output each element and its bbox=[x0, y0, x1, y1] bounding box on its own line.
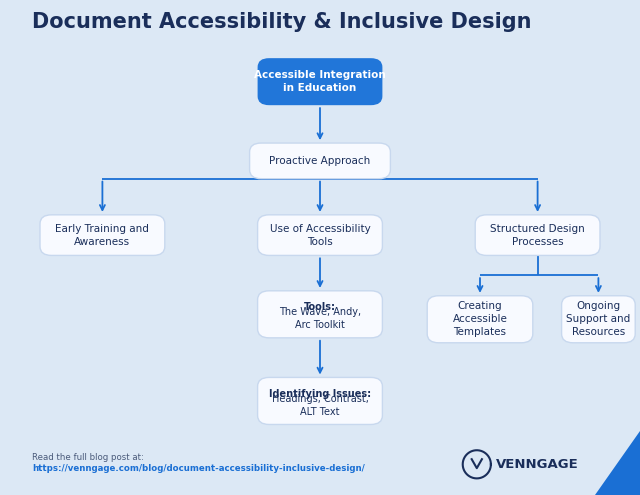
Text: Tools:: Tools: bbox=[304, 302, 336, 312]
Text: Ongoing
Support and
Resources: Ongoing Support and Resources bbox=[566, 301, 630, 338]
FancyBboxPatch shape bbox=[250, 143, 390, 179]
FancyBboxPatch shape bbox=[562, 296, 636, 343]
FancyBboxPatch shape bbox=[257, 377, 383, 424]
FancyBboxPatch shape bbox=[257, 291, 383, 338]
Text: Creating
Accessible
Templates: Creating Accessible Templates bbox=[452, 301, 508, 338]
Text: Identifying Issues:: Identifying Issues: bbox=[269, 389, 371, 399]
FancyBboxPatch shape bbox=[257, 58, 383, 105]
Text: Proactive Approach: Proactive Approach bbox=[269, 156, 371, 166]
Text: Document Accessibility & Inclusive Design: Document Accessibility & Inclusive Desig… bbox=[32, 12, 531, 32]
Text: Headings, Contrast,
ALT Text: Headings, Contrast, ALT Text bbox=[271, 394, 369, 417]
Text: The Wave, Andy,
Arc Toolkit: The Wave, Andy, Arc Toolkit bbox=[279, 307, 361, 330]
Text: Structured Design
Processes: Structured Design Processes bbox=[490, 224, 585, 247]
Text: Accessible Integration
in Education: Accessible Integration in Education bbox=[254, 70, 386, 93]
Polygon shape bbox=[595, 431, 640, 495]
Text: Use of Accessibility
Tools: Use of Accessibility Tools bbox=[269, 224, 371, 247]
Text: Read the full blog post at:: Read the full blog post at: bbox=[32, 453, 144, 462]
FancyBboxPatch shape bbox=[475, 215, 600, 255]
FancyBboxPatch shape bbox=[257, 215, 383, 255]
FancyBboxPatch shape bbox=[40, 215, 165, 255]
Text: https://venngage.com/blog/document-accessibility-inclusive-design/: https://venngage.com/blog/document-acces… bbox=[32, 464, 365, 473]
Text: VENNGAGE: VENNGAGE bbox=[496, 458, 579, 471]
Text: Early Training and
Awareness: Early Training and Awareness bbox=[56, 224, 149, 247]
FancyBboxPatch shape bbox=[428, 296, 532, 343]
